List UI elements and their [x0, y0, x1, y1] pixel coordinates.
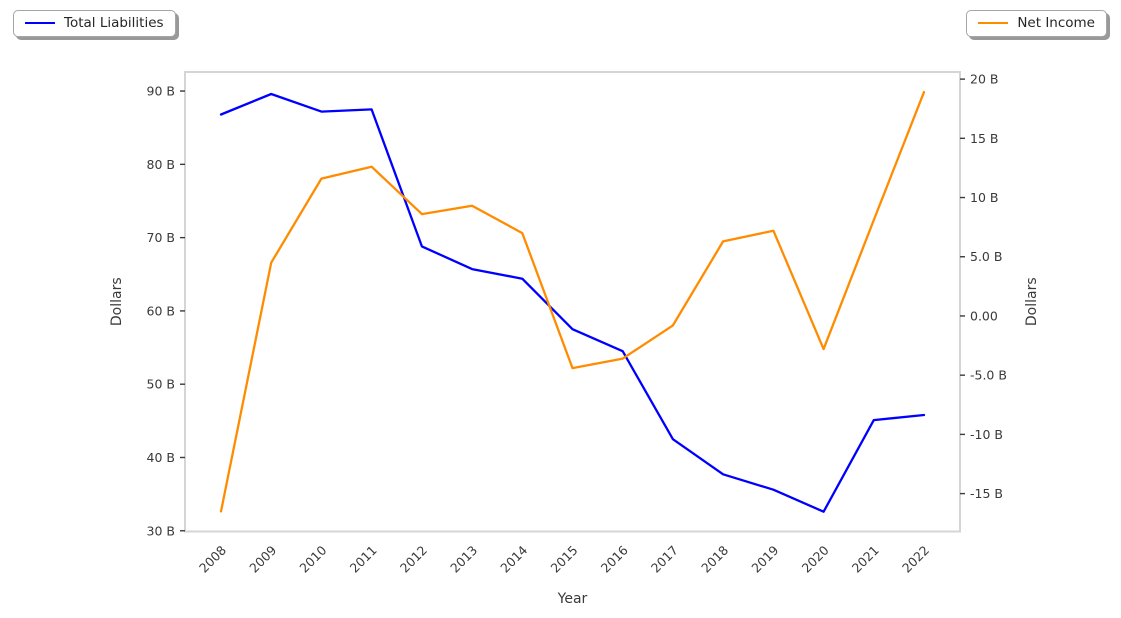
- right-axis-tick-label: 5.0 B: [970, 249, 1002, 264]
- right-axis-tick-label: -10 B: [970, 427, 1003, 442]
- left-axis-tick-label: 40 B: [147, 450, 175, 465]
- x-axis-tick-label: 2011: [347, 543, 380, 576]
- right-axis-tick-label: 20 B: [970, 72, 998, 87]
- x-axis-tick-label: 2014: [497, 542, 530, 575]
- x-axis-tick-label: 2022: [899, 543, 932, 576]
- left-axis-tick-label: 90 B: [147, 84, 175, 99]
- right-axis-tick-label: -5.0 B: [970, 368, 1007, 383]
- x-axis-tick-label: 2021: [849, 543, 882, 576]
- right-axis-title: Dollars: [1024, 277, 1040, 326]
- right-axis-tick-label: 0.00: [970, 308, 998, 323]
- legend-net-income-label: Net Income: [1017, 15, 1095, 31]
- legend-net-income[interactable]: Net Income: [966, 10, 1107, 37]
- left-axis-tick-label: 30 B: [147, 523, 175, 538]
- legend-total-liabilities[interactable]: Total Liabilities: [13, 10, 176, 37]
- x-axis-tick-label: 2010: [296, 542, 329, 575]
- x-axis-tick-label: 2017: [648, 543, 681, 576]
- left-axis-tick-label: 50 B: [147, 377, 175, 392]
- right-axis-tick-label: -15 B: [970, 486, 1003, 501]
- total-liabilities-line-swatch: [25, 21, 55, 25]
- x-axis-tick-label: 2008: [196, 542, 229, 575]
- series-line-total-liabilities: [219, 92, 926, 513]
- x-axis-tick-label: 2016: [598, 542, 631, 575]
- x-axis-tick-label: 2015: [548, 543, 581, 576]
- left-axis-tick-label: 70 B: [147, 230, 175, 245]
- x-axis-tick-label: 2020: [799, 542, 832, 575]
- x-axis-tick-label: 2012: [397, 543, 430, 576]
- x-axis-title: Year: [557, 591, 588, 607]
- x-axis-tick-label: 2009: [246, 542, 279, 575]
- legend-total-liabilities-label: Total Liabilities: [64, 15, 164, 31]
- net-income-line-swatch: [978, 21, 1009, 25]
- right-axis-tick-label: 15 B: [970, 131, 998, 146]
- left-axis-title: Dollars: [109, 277, 125, 326]
- x-axis-tick-label: 2019: [748, 542, 781, 575]
- x-axis-tick-label: 2018: [698, 542, 731, 575]
- left-axis-tick-label: 60 B: [147, 303, 175, 318]
- left-axis-tick-label: 80 B: [147, 157, 175, 172]
- series-line-net-income: [219, 90, 926, 513]
- plot-border: [184, 71, 961, 533]
- x-axis-tick-label: 2013: [447, 543, 480, 576]
- right-axis-tick-label: 10 B: [970, 190, 998, 205]
